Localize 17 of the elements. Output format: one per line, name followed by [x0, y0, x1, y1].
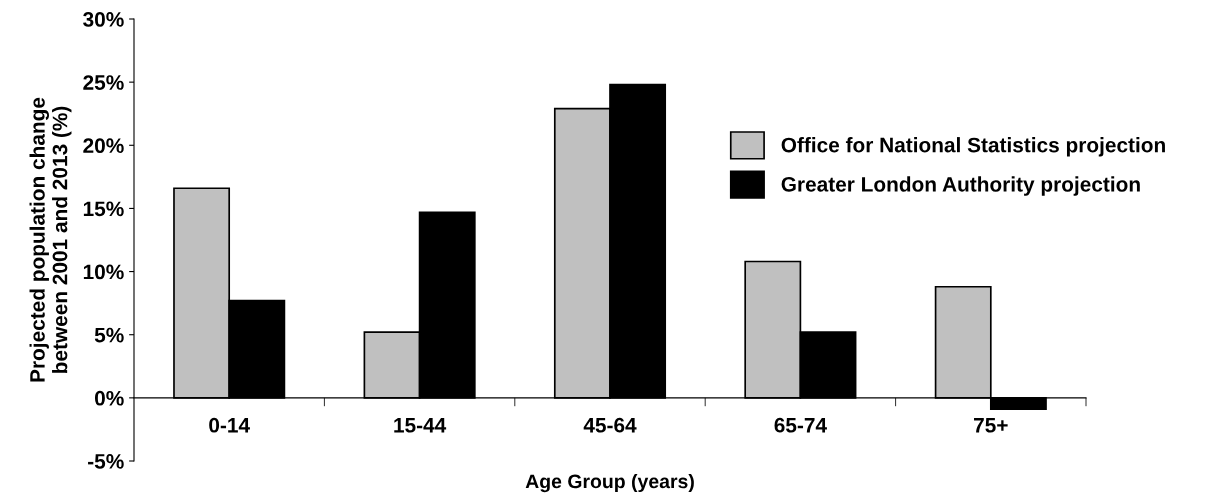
x-tick-label: 0-14 — [209, 417, 250, 433]
y-tick-label: -5% — [88, 454, 124, 469]
x-tick-label: 75+ — [974, 418, 1008, 433]
y-axis-title: Projected population change between 2001 and 2013 (%) — [29, 97, 72, 382]
legend-label: Office for National Statistics projection — [781, 137, 1165, 157]
x-axis-title: Age Group (years) — [525, 473, 694, 493]
x-tick-label: 15-44 — [394, 418, 447, 433]
x-tick-label: 45-64 — [583, 417, 637, 433]
y-tick-label: 10% — [83, 264, 124, 280]
legend-label: Greater London Authority projection — [781, 176, 1140, 196]
y-tick-label: 25% — [83, 75, 124, 90]
y-tick-label: 20% — [83, 138, 124, 154]
x-tick-label: 65-74 — [774, 417, 827, 433]
y-tick-label: 5% — [94, 327, 124, 343]
y-tick-label: 15% — [83, 201, 124, 217]
y-tick-label: 0% — [94, 390, 124, 406]
y-tick-label: 30% — [83, 12, 124, 27]
